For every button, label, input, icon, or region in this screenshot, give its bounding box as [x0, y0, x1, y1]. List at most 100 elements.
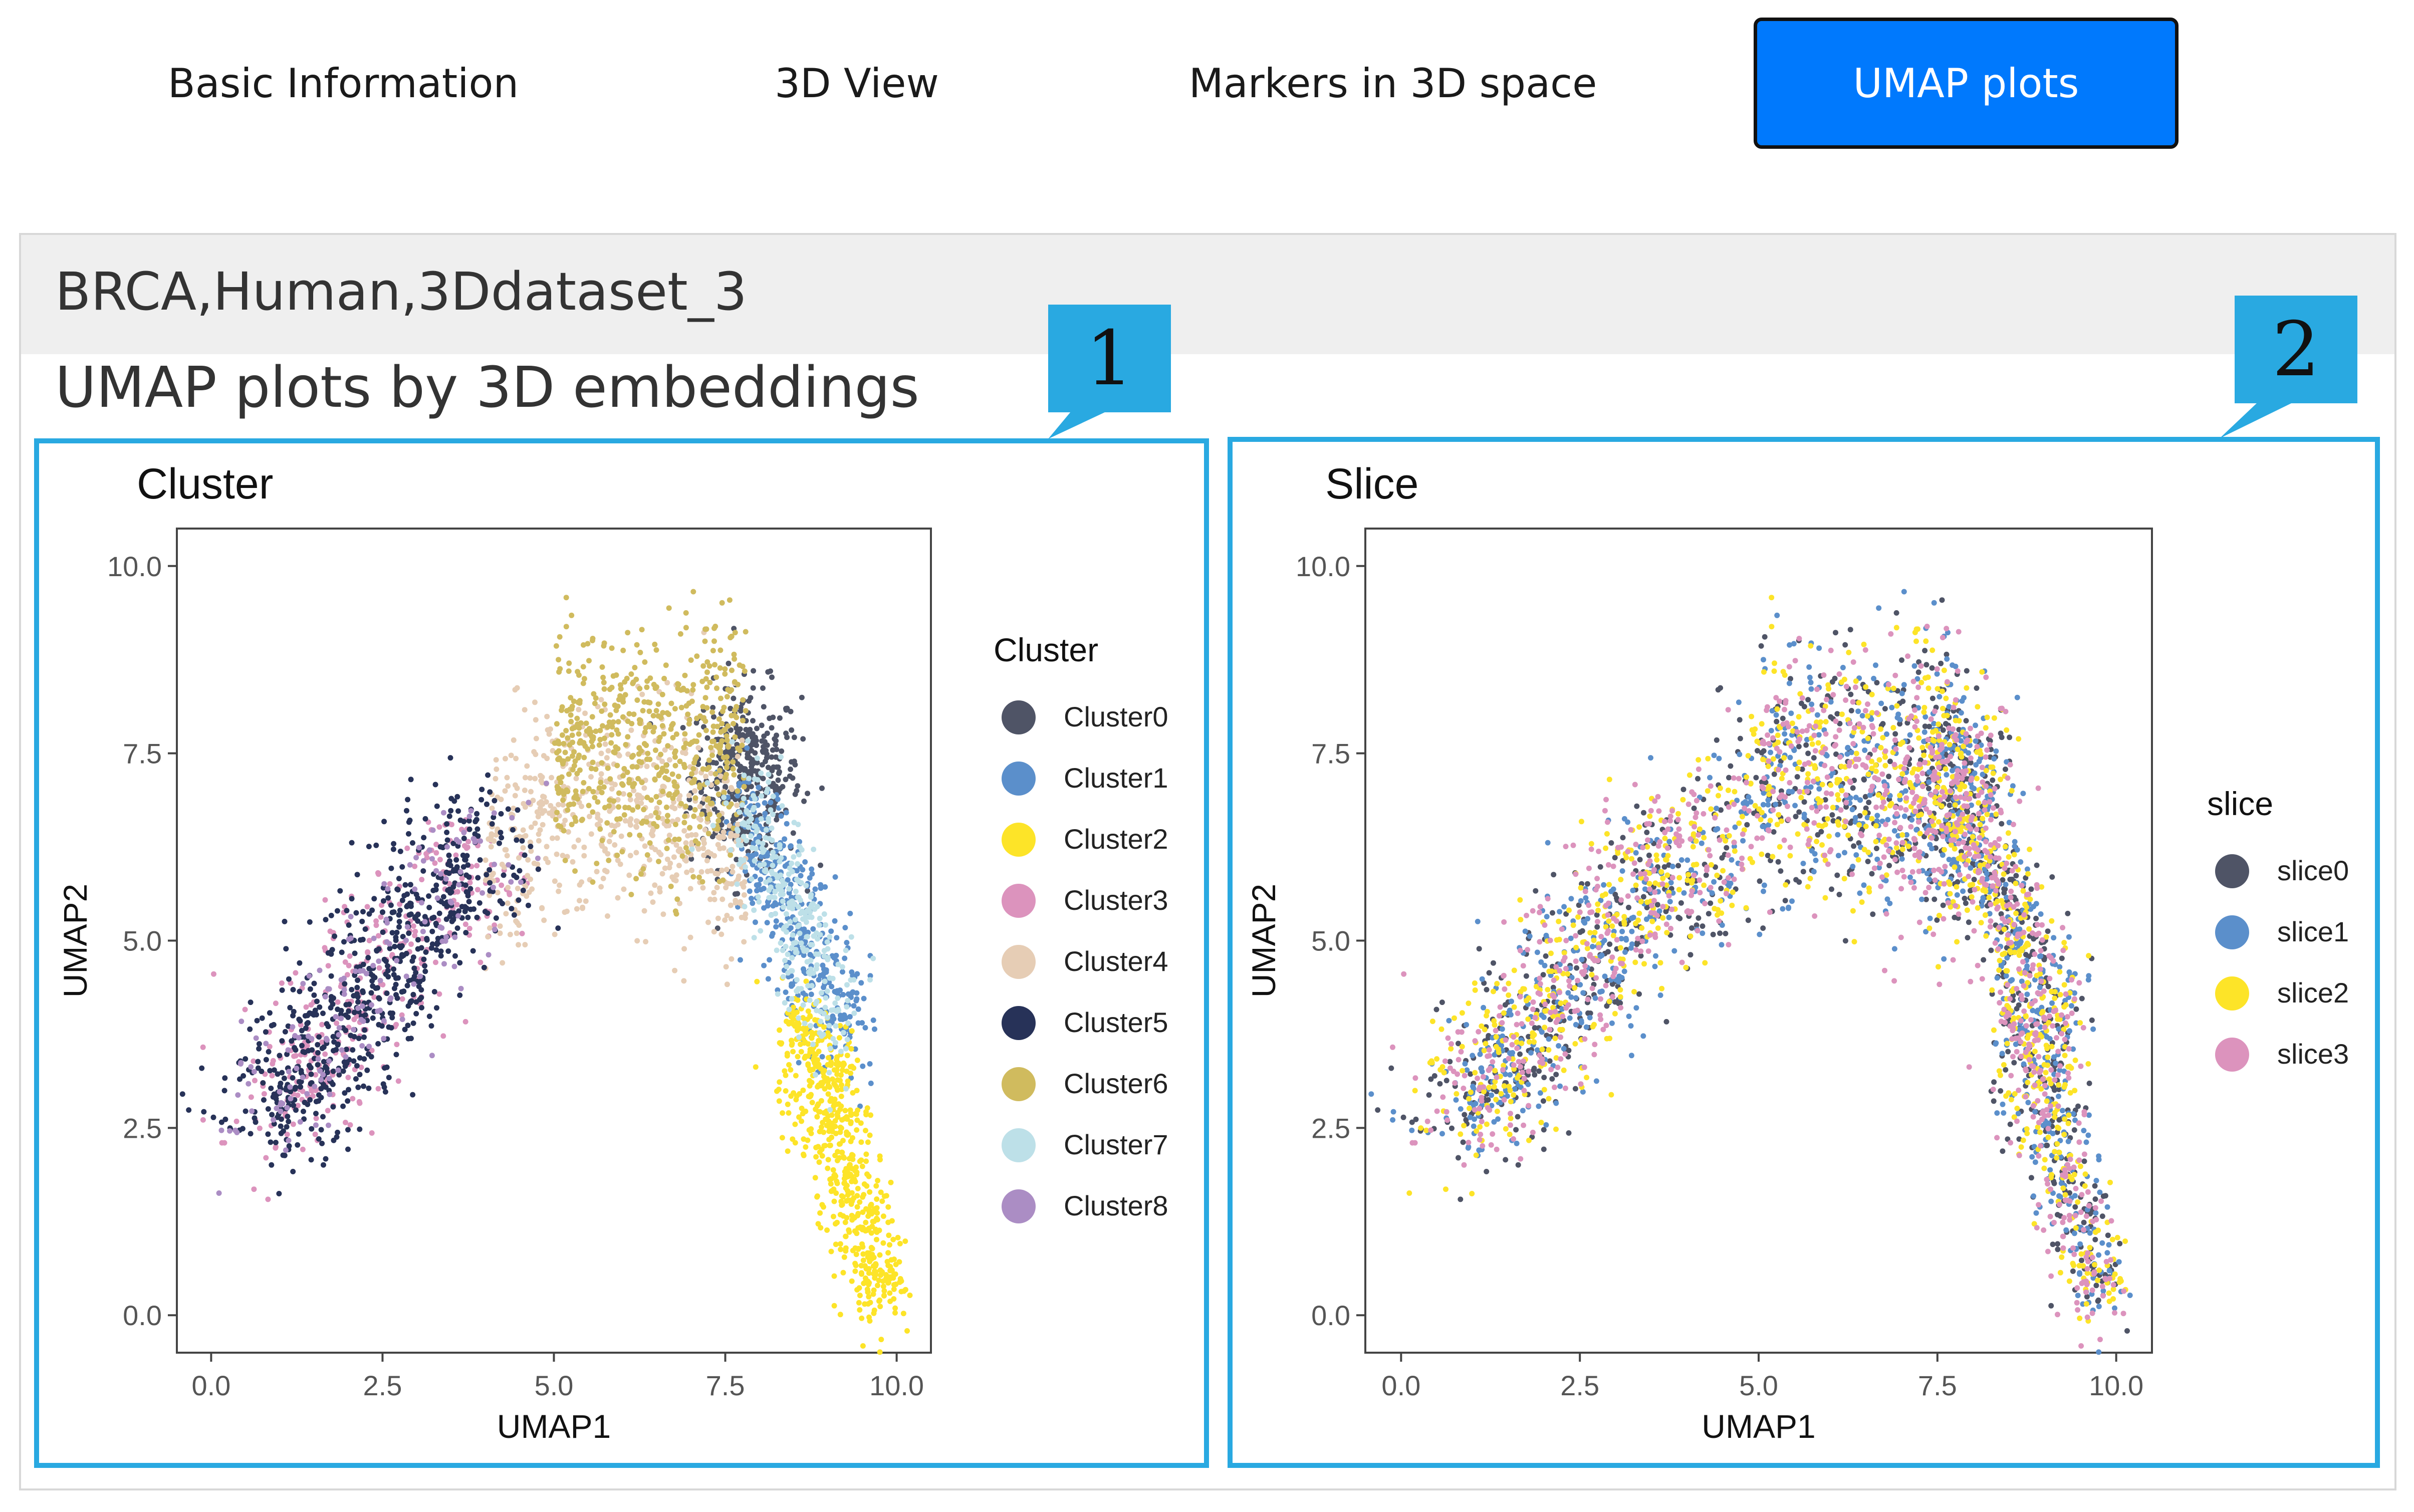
scatter-point	[1433, 1006, 1439, 1013]
scatter-point	[772, 895, 778, 901]
scatter-point	[677, 900, 682, 906]
scatter-point	[656, 849, 662, 855]
legend-marker	[1002, 700, 1036, 734]
scatter-point	[471, 836, 477, 842]
tab-markers-in-3d-space[interactable]: Markers in 3D space	[1188, 60, 1597, 107]
scatter-point	[1793, 814, 1799, 820]
scatter-point	[770, 812, 776, 818]
scatter-point	[405, 1036, 411, 1042]
scatter-point	[817, 1210, 823, 1216]
scatter-point	[590, 809, 596, 815]
scatter-point	[330, 1068, 336, 1074]
scatter-point	[371, 994, 377, 1000]
scatter-point	[1929, 665, 1935, 671]
scatter-point	[1476, 946, 1482, 952]
scatter-point	[504, 775, 510, 781]
scatter-point	[838, 1246, 844, 1252]
scatter-point	[816, 977, 822, 983]
scatter-point	[343, 1012, 349, 1018]
scatter-point	[640, 708, 646, 713]
scatter-point	[697, 804, 703, 810]
legend-marker	[1002, 1067, 1036, 1101]
scatter-point	[629, 754, 635, 760]
scatter-point	[810, 1067, 816, 1073]
scatter-point	[617, 693, 623, 699]
scatter-point	[437, 857, 443, 863]
scatter-point	[298, 1084, 304, 1090]
scatter-point	[602, 741, 608, 747]
scatter-point	[546, 731, 552, 737]
y-tick-label: 0.0	[123, 1300, 162, 1331]
scatter-point	[691, 777, 697, 783]
scatter-point	[489, 805, 495, 811]
scatter-point	[742, 904, 748, 910]
scatter-point	[609, 732, 615, 738]
scatter-point	[673, 731, 679, 737]
scatter-point	[778, 813, 784, 819]
tab-basic-information[interactable]: Basic Information	[167, 60, 519, 107]
scatter-point	[844, 1053, 850, 1059]
scatter-point	[2051, 1180, 2057, 1186]
scatter-point	[485, 910, 491, 916]
scatter-point	[412, 932, 418, 938]
scatter-point	[776, 1087, 782, 1092]
scatter-point	[793, 888, 799, 894]
scatter-point	[1926, 723, 1932, 729]
scatter-point	[359, 918, 365, 924]
scatter-point	[846, 1162, 852, 1168]
scatter-point	[388, 865, 394, 871]
scatter-point	[1607, 941, 1613, 947]
scatter-point	[296, 1059, 302, 1065]
scatter-point	[396, 924, 402, 930]
scatter-point	[767, 957, 773, 963]
scatter-point	[734, 857, 740, 863]
y-tick-label: 5.0	[1311, 925, 1350, 957]
scatter-point	[392, 943, 398, 949]
tab-3d-view[interactable]: 3D View	[775, 60, 939, 107]
scatter-point	[865, 1289, 871, 1295]
scatter-point	[1550, 984, 1556, 990]
scatter-point	[1486, 970, 1492, 976]
scatter-point	[615, 703, 621, 709]
y-tick-label: 5.0	[123, 925, 162, 957]
scatter-point	[779, 1135, 785, 1141]
scatter-point	[350, 1047, 356, 1053]
tab-bar: Basic Information 3D View Markers in 3D …	[0, 0, 2414, 170]
scatter-point	[410, 923, 416, 929]
scatter-point	[735, 793, 741, 799]
scatter-point	[279, 1038, 285, 1044]
scatter-point	[777, 1027, 783, 1033]
scatter-point	[854, 1117, 860, 1123]
scatter-point	[833, 1040, 838, 1046]
scatter-point	[466, 874, 472, 880]
scatter-point	[1706, 911, 1712, 917]
scatter-point	[729, 739, 735, 745]
scatter-point	[306, 973, 312, 979]
scatter-point	[701, 852, 707, 858]
scatter-point	[1447, 1059, 1453, 1065]
scatter-point	[537, 827, 543, 833]
scatter-point	[842, 955, 848, 961]
scatter-point	[627, 832, 633, 838]
scatter-point	[770, 714, 776, 720]
scatter-point	[353, 1076, 359, 1082]
scatter-point	[406, 977, 412, 983]
scatter-point	[278, 1123, 284, 1129]
scatter-point	[463, 930, 469, 936]
scatter-point	[831, 1213, 836, 1219]
scatter-point	[401, 893, 407, 899]
scatter-point	[375, 1008, 381, 1014]
scatter-point	[790, 830, 796, 836]
scatter-point	[785, 1101, 791, 1107]
scatter-point	[755, 839, 761, 845]
scatter-point	[278, 1081, 284, 1086]
scatter-point	[1850, 785, 1856, 791]
scatter-point	[868, 1080, 874, 1086]
scatter-point	[740, 697, 746, 703]
scatter-point	[711, 929, 717, 935]
scatter-point	[699, 879, 705, 885]
scatter-point	[682, 750, 688, 757]
scatter-point	[577, 898, 582, 904]
tab-umap-plots[interactable]: UMAP plots	[1754, 18, 2179, 149]
scatter-point	[334, 1020, 340, 1026]
